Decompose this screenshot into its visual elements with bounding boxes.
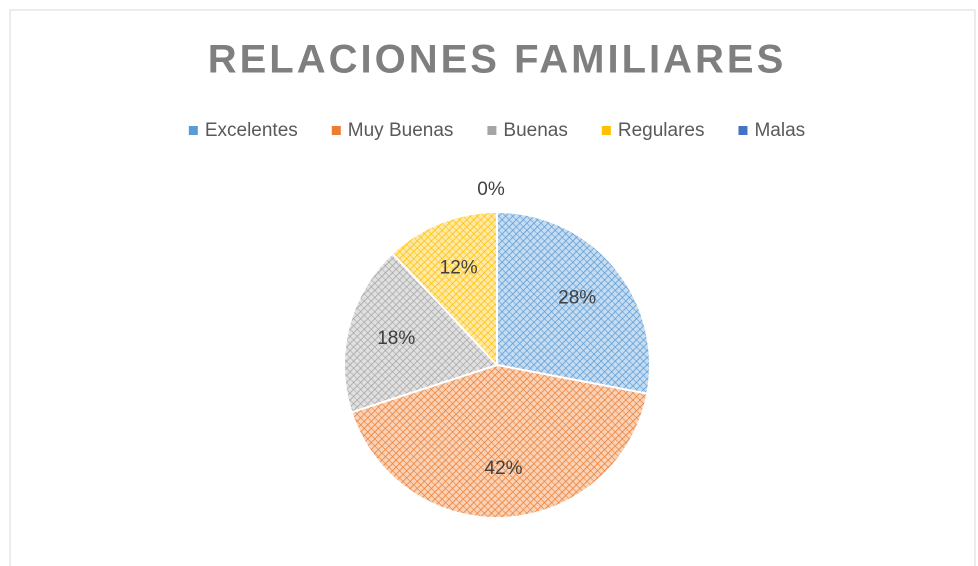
data-label: 12% — [440, 257, 478, 278]
legend-marker — [188, 126, 198, 135]
legend-marker — [331, 126, 341, 135]
pie-slice — [350, 363, 649, 519]
pie-slice — [343, 252, 499, 414]
pie-slice — [496, 210, 651, 395]
pie: 28% 42% 18% 12% 0% — [343, 179, 651, 519]
data-label: 18% — [377, 328, 415, 349]
data-label: 28% — [558, 288, 596, 309]
data-label: 0% — [477, 179, 505, 200]
legend-label: Excelentes — [205, 120, 298, 141]
legend-marker — [738, 126, 748, 135]
pie-slice — [390, 210, 498, 368]
legend-marker — [601, 126, 611, 135]
data-label: 42% — [485, 458, 523, 479]
legend: Excelentes Muy Buenas Buenas Regulares Malas — [188, 120, 805, 141]
legend-label: Malas — [754, 120, 805, 141]
chart-frame — [9, 9, 976, 566]
legend-label: Buenas — [503, 120, 567, 141]
legend-label: Regulares — [618, 120, 705, 141]
legend-label: Muy Buenas — [348, 120, 454, 141]
chart-title: RELACIONES FAMILIARES — [208, 38, 787, 82]
legend-marker — [487, 126, 497, 135]
